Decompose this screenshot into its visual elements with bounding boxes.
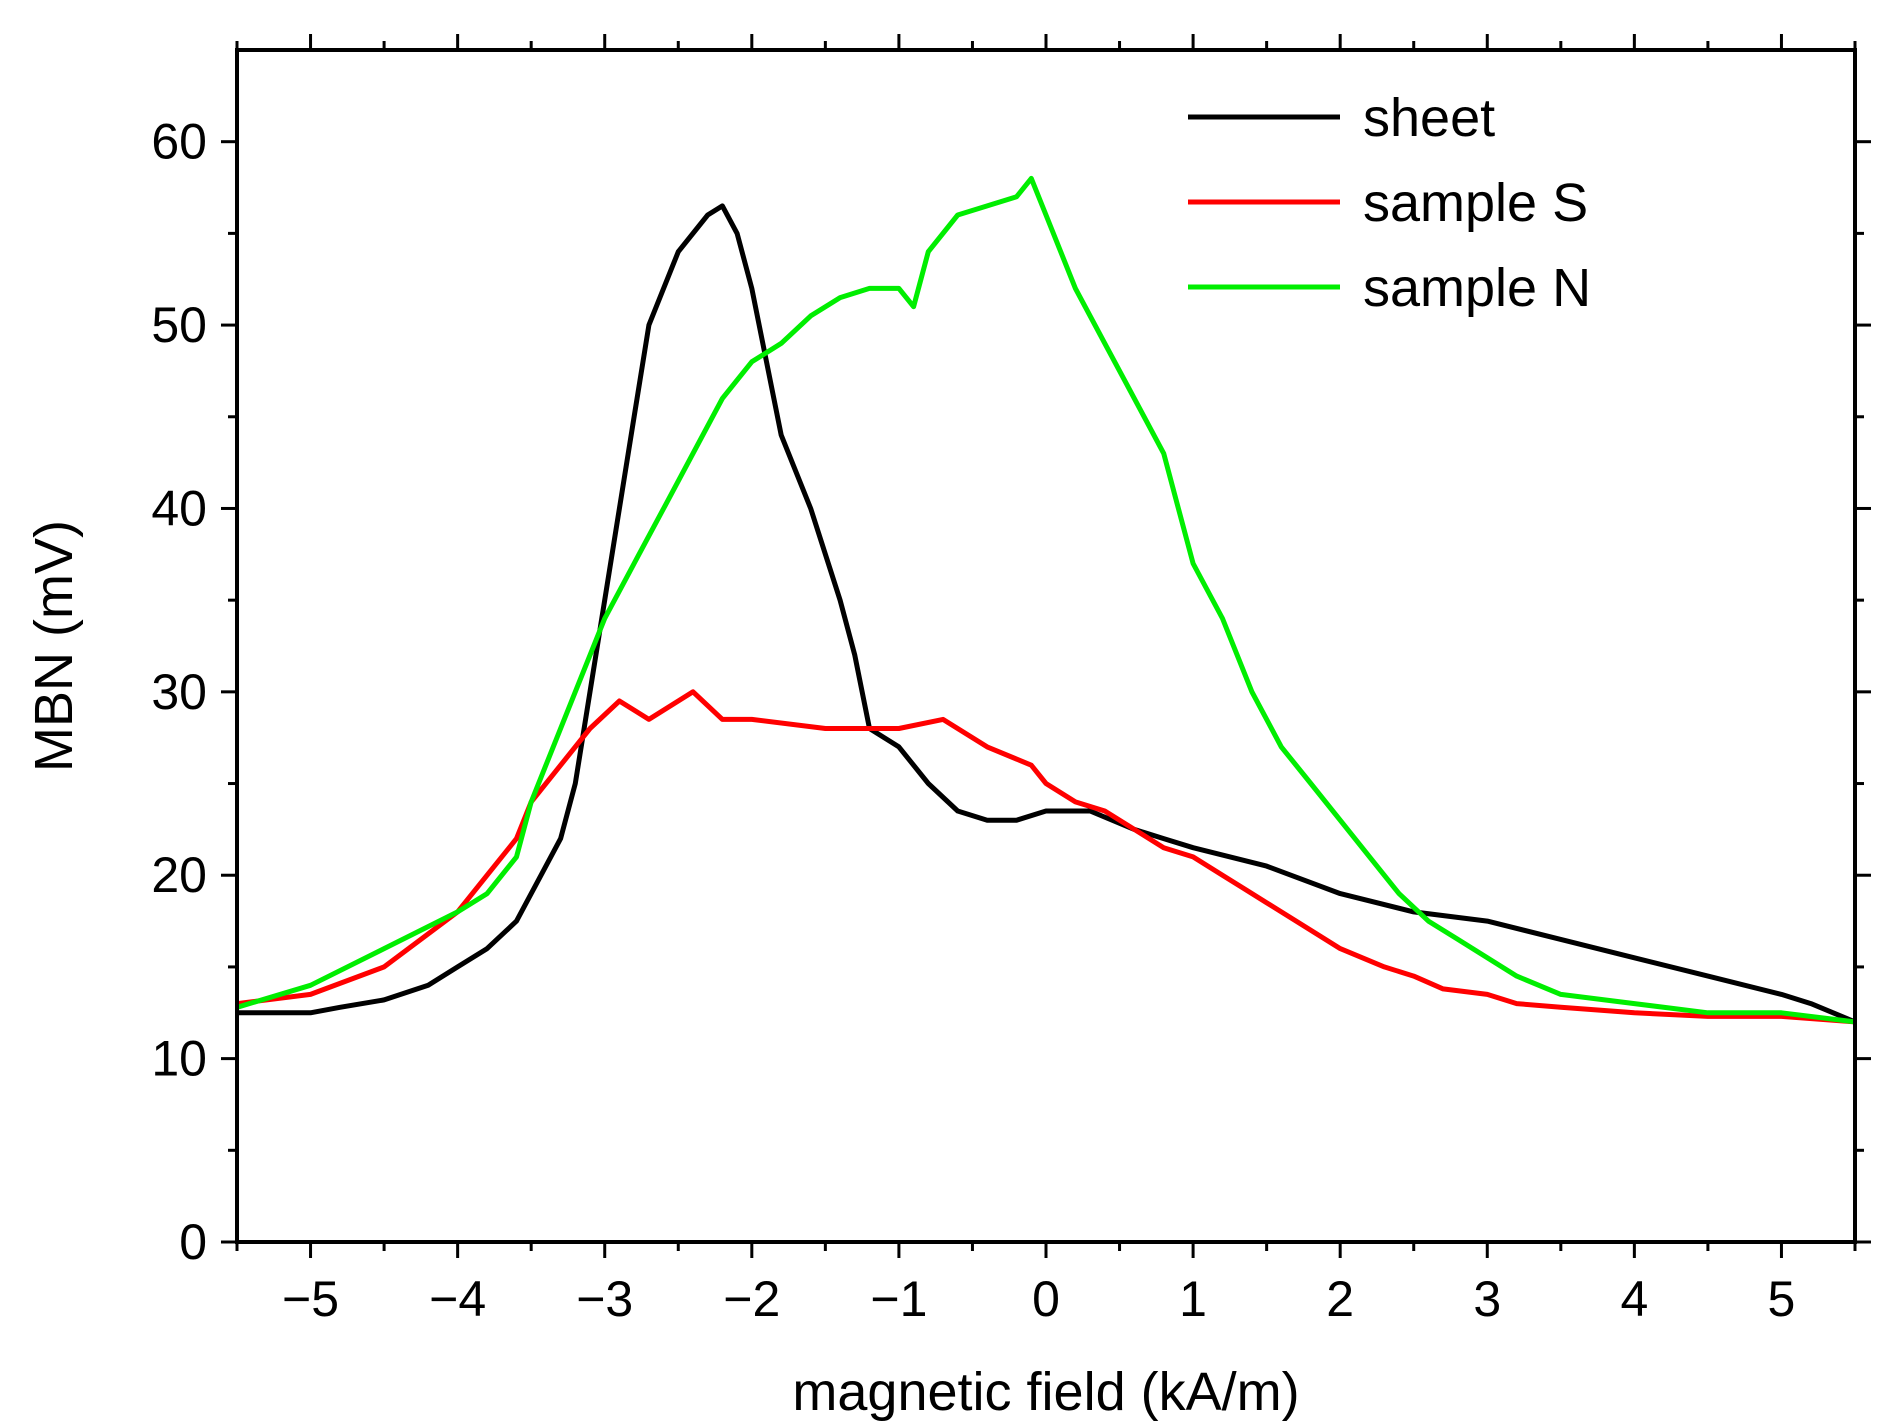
plot-lines (237, 175, 1855, 1025)
x-tick-label: 4 (1620, 1271, 1648, 1327)
y-tick-label: 30 (151, 664, 207, 720)
legend-label: sample N (1363, 258, 1591, 318)
x-tick-label: 1 (1179, 1271, 1207, 1327)
x-axis-title: magnetic field (kA/m) (792, 1362, 1299, 1422)
axis-ticks (221, 34, 1871, 1258)
y-tick-label: 10 (151, 1031, 207, 1087)
legend-label: sample S (1363, 173, 1588, 233)
y-tick-label: 40 (151, 480, 207, 536)
legend-label: sheet (1363, 88, 1495, 148)
y-axis-title: MBN (mV) (24, 520, 84, 772)
x-tick-label: 3 (1473, 1271, 1501, 1327)
series-line-sample-s (237, 689, 1855, 1025)
x-tick-label: −1 (870, 1271, 927, 1327)
y-tick-label: 20 (151, 847, 207, 903)
plot-frame (235, 48, 1857, 1244)
series-line-sheet (237, 203, 1855, 1025)
y-tick-label: 50 (151, 297, 207, 353)
y-tick-label: 0 (179, 1214, 207, 1270)
y-tick-label: 60 (151, 114, 207, 170)
x-tick-label: −5 (282, 1271, 339, 1327)
series-line-sample-n (237, 175, 1855, 1025)
x-tick-label: 5 (1768, 1271, 1796, 1327)
x-tick-label: −3 (576, 1271, 633, 1327)
x-tick-label: 2 (1326, 1271, 1354, 1327)
x-tick-label: −2 (723, 1271, 780, 1327)
legend: sheet sample S sample N (1188, 88, 1591, 318)
x-tick-label: 0 (1032, 1271, 1060, 1327)
x-tick-label: −4 (429, 1271, 486, 1327)
